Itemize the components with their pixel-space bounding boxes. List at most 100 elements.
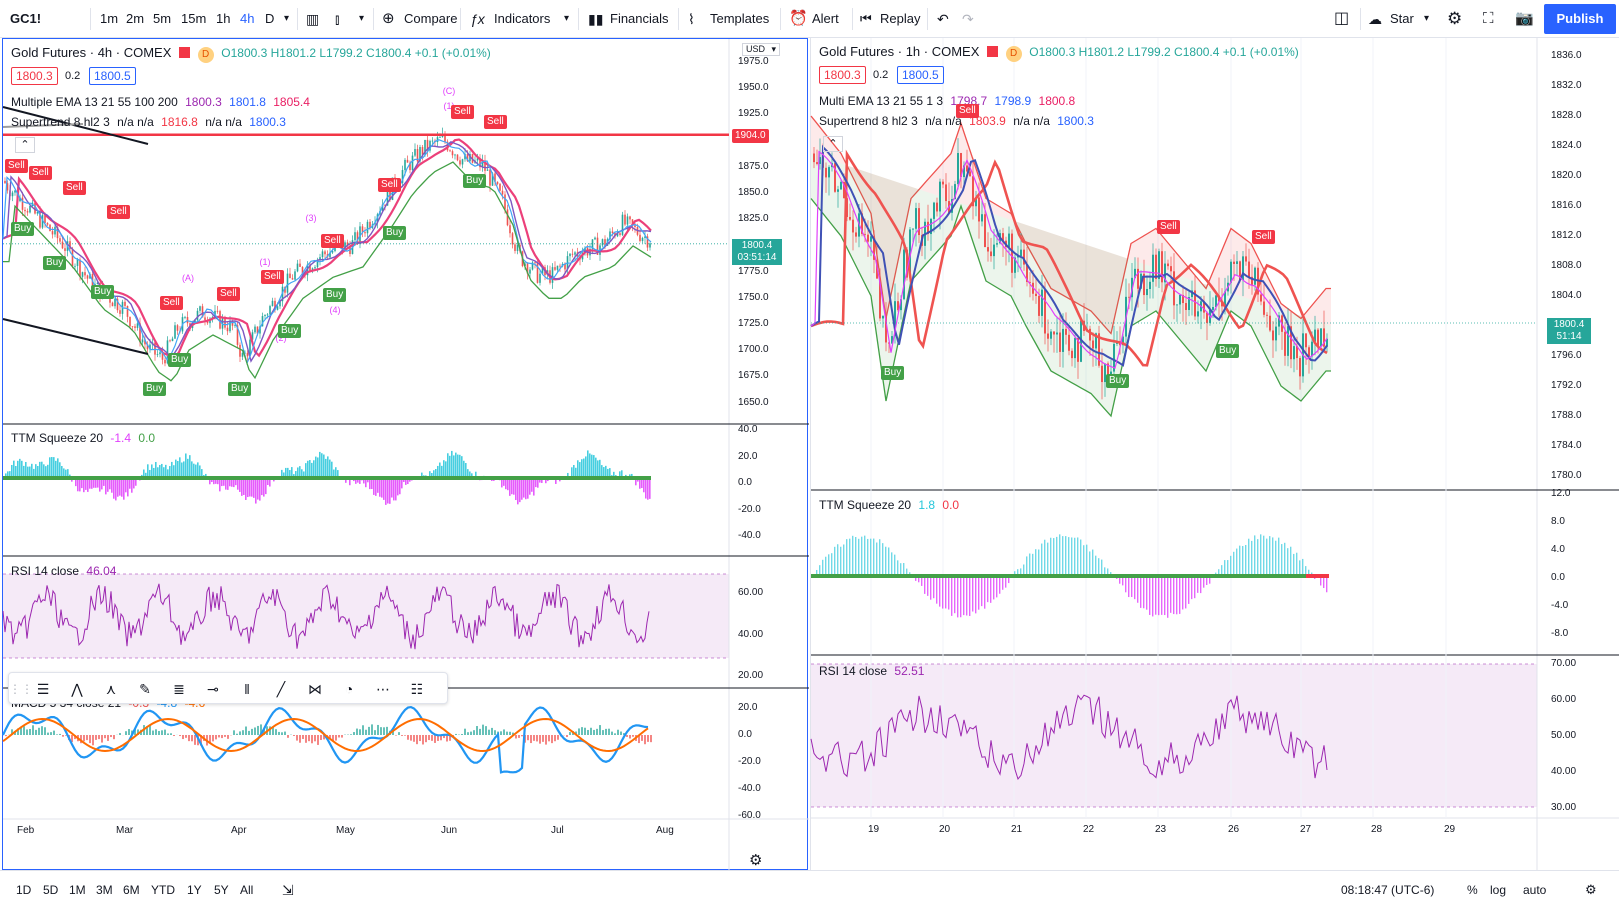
camera-icon[interactable]: 📷 bbox=[1515, 10, 1534, 27]
settings-gear-icon[interactable]: ⚙ bbox=[749, 852, 763, 869]
interval-1h[interactable]: 1h bbox=[216, 11, 231, 26]
right-ttm-legend[interactable]: TTM Squeeze 20 1.8 0.0 bbox=[819, 498, 963, 512]
replay-button[interactable]: Replay bbox=[880, 11, 921, 26]
currency-selector[interactable]: USD ▾ bbox=[742, 43, 781, 56]
indicators-dropdown-icon[interactable]: ▾ bbox=[564, 13, 570, 24]
left-ask-box[interactable]: 1800.5 bbox=[89, 67, 136, 85]
candle-body bbox=[21, 197, 24, 210]
vertical-lines-icon[interactable]: ‖ bbox=[244, 681, 250, 697]
ray-icon[interactable]: ⊸ bbox=[207, 681, 219, 697]
ttm-bar bbox=[593, 455, 595, 478]
compare-button[interactable]: Compare bbox=[404, 11, 458, 26]
financials-icon[interactable]: ▮▮ bbox=[588, 11, 604, 27]
interval-15m[interactable]: 15m bbox=[181, 11, 207, 26]
channel-icon[interactable]: ⋯ bbox=[376, 681, 390, 697]
candle-body bbox=[604, 239, 606, 246]
fullscreen-icon[interactable]: ⛶ bbox=[1483, 10, 1494, 27]
flag-icon[interactable] bbox=[987, 46, 999, 57]
chart-settings-icon[interactable]: ⚙ bbox=[1585, 882, 1597, 897]
range-1d[interactable]: 1D bbox=[16, 883, 32, 897]
replay-icon[interactable]: ⏮ bbox=[860, 11, 872, 26]
bar-style-icon[interactable]: ▥ bbox=[306, 11, 320, 27]
candle-body bbox=[1242, 256, 1244, 281]
indicators-icon[interactable]: ƒx bbox=[470, 11, 485, 27]
range-1m[interactable]: 1M bbox=[69, 883, 86, 897]
indicators-button[interactable]: Indicators bbox=[494, 11, 551, 26]
range-5y[interactable]: 5Y bbox=[214, 883, 229, 897]
chart-type-dropdown-icon[interactable]: ▾ bbox=[359, 13, 365, 24]
gear-icon[interactable]: ⚙ bbox=[1447, 9, 1463, 28]
range-6m[interactable]: 6M bbox=[123, 883, 140, 897]
left-ema-legend[interactable]: Multiple EMA 13 21 55 100 200 1800.3 180… bbox=[11, 95, 314, 109]
left-bid-box[interactable]: 1800.3 bbox=[11, 67, 58, 85]
right-chart-canvas[interactable] bbox=[810, 38, 1619, 870]
flag-icon[interactable] bbox=[179, 47, 191, 58]
ttm-bar bbox=[1074, 537, 1076, 576]
star-dropdown-icon[interactable]: ▾ bbox=[1424, 13, 1430, 24]
templates-icon[interactable]: ⌇ bbox=[688, 11, 695, 27]
financials-button[interactable]: Financials bbox=[610, 11, 669, 26]
trend-line-icon[interactable]: ╱ bbox=[276, 681, 286, 697]
interval-5m[interactable]: 5m bbox=[153, 11, 172, 26]
candle-body bbox=[184, 317, 186, 318]
alert-button[interactable]: Alert bbox=[812, 11, 839, 26]
collapse-legend-icon[interactable]: ⌃ bbox=[15, 137, 35, 153]
range-1y[interactable]: 1Y bbox=[187, 883, 202, 897]
macd-bar bbox=[605, 728, 607, 735]
left-rsi-legend[interactable]: RSI 14 close 46.04 bbox=[11, 564, 120, 578]
interval-dropdown-icon[interactable]: ▾ bbox=[284, 13, 290, 24]
symbol-search[interactable]: GC1! bbox=[10, 11, 42, 26]
right-ask-box[interactable]: 1800.5 bbox=[897, 66, 944, 84]
horizontal-lines-icon[interactable]: ☰ bbox=[36, 681, 50, 697]
right-symbol-title[interactable]: Gold Futures · 1h · COMEX bbox=[819, 44, 980, 59]
candle-body bbox=[1104, 363, 1106, 383]
interval-4h[interactable]: 4h bbox=[240, 11, 255, 26]
range-ytd[interactable]: YTD bbox=[151, 883, 175, 897]
left-chart-pane[interactable]: (C) (1) (A) (3) (1) (2) (4) Gold Futures · 4h … bbox=[2, 38, 809, 871]
left-chart-canvas[interactable]: (C) (1) (A) (3) (1) (2) (4) bbox=[2, 39, 809, 871]
gann-icon[interactable]: ◔ bbox=[344, 681, 354, 697]
brush-icon[interactable]: ✎ bbox=[139, 681, 151, 697]
pattern-icon[interactable]: ⋈ bbox=[308, 681, 322, 697]
settings-lines-icon[interactable]: ☷ bbox=[410, 681, 424, 697]
left-symbol-title[interactable]: Gold Futures · 4h · COMEX bbox=[11, 45, 172, 60]
zigzag-pattern-icon[interactable]: ⋀ bbox=[71, 681, 83, 697]
collapse-legend-icon[interactable]: ⌃ bbox=[823, 136, 843, 152]
candle-body bbox=[963, 165, 965, 178]
layout-icon[interactable]: ◫ bbox=[1334, 10, 1350, 27]
range-3m[interactable]: 3M bbox=[96, 883, 113, 897]
right-ema-legend[interactable]: Multi EMA 13 21 55 1 3 1798.7 1798.9 180… bbox=[819, 94, 1079, 108]
right-bid-box[interactable]: 1800.3 bbox=[819, 66, 866, 84]
interval-d[interactable]: D bbox=[265, 11, 275, 26]
auto-toggle[interactable]: auto bbox=[1523, 883, 1547, 897]
abcd-pattern-icon[interactable]: ⋏ bbox=[105, 681, 117, 697]
interval-2m[interactable]: 2m bbox=[126, 11, 145, 26]
drag-handle-icon[interactable]: ⋮⋮ bbox=[9, 682, 33, 696]
goto-date-icon[interactable]: ⇲ bbox=[282, 882, 294, 898]
macd-bar bbox=[248, 730, 250, 735]
clock[interactable]: 08:18:47 (UTC-6) bbox=[1341, 883, 1435, 897]
ttm-bar bbox=[1125, 576, 1127, 593]
percent-toggle[interactable]: % bbox=[1467, 883, 1478, 897]
undo-icon[interactable]: ↶ bbox=[937, 11, 949, 27]
left-ttm-legend[interactable]: TTM Squeeze 20 -1.4 0.0 bbox=[11, 431, 159, 445]
publish-button[interactable]: Publish bbox=[1544, 4, 1616, 34]
redo-icon[interactable]: ↷ bbox=[962, 11, 974, 27]
ttm-bar bbox=[457, 454, 459, 478]
right-rsi-legend[interactable]: RSI 14 close 52.51 bbox=[819, 664, 928, 678]
star-button[interactable]: Star bbox=[1390, 11, 1414, 26]
right-chart-pane[interactable]: Gold Futures · 1h · COMEX D O1800.3 H180… bbox=[810, 38, 1619, 870]
interval-1m[interactable]: 1m bbox=[100, 11, 119, 26]
range-all[interactable]: All bbox=[240, 883, 254, 897]
compare-icon[interactable]: ⊕ bbox=[382, 10, 395, 27]
log-toggle[interactable]: log bbox=[1490, 883, 1507, 897]
fib-icon[interactable]: ≣ bbox=[173, 681, 185, 697]
candle-style-icon[interactable]: ⫾ bbox=[335, 11, 340, 27]
range-5d[interactable]: 5D bbox=[43, 883, 59, 897]
left-supertrend-legend[interactable]: Supertrend 8 hl2 3 n/a n/a 1816.8 n/a n/… bbox=[11, 115, 290, 129]
templates-button[interactable]: Templates bbox=[710, 11, 770, 26]
candle-body bbox=[1146, 289, 1148, 296]
alert-icon[interactable]: ⏰ bbox=[789, 10, 808, 27]
cloud-icon[interactable]: ☁ bbox=[1368, 11, 1382, 27]
candle-body bbox=[309, 264, 311, 272]
